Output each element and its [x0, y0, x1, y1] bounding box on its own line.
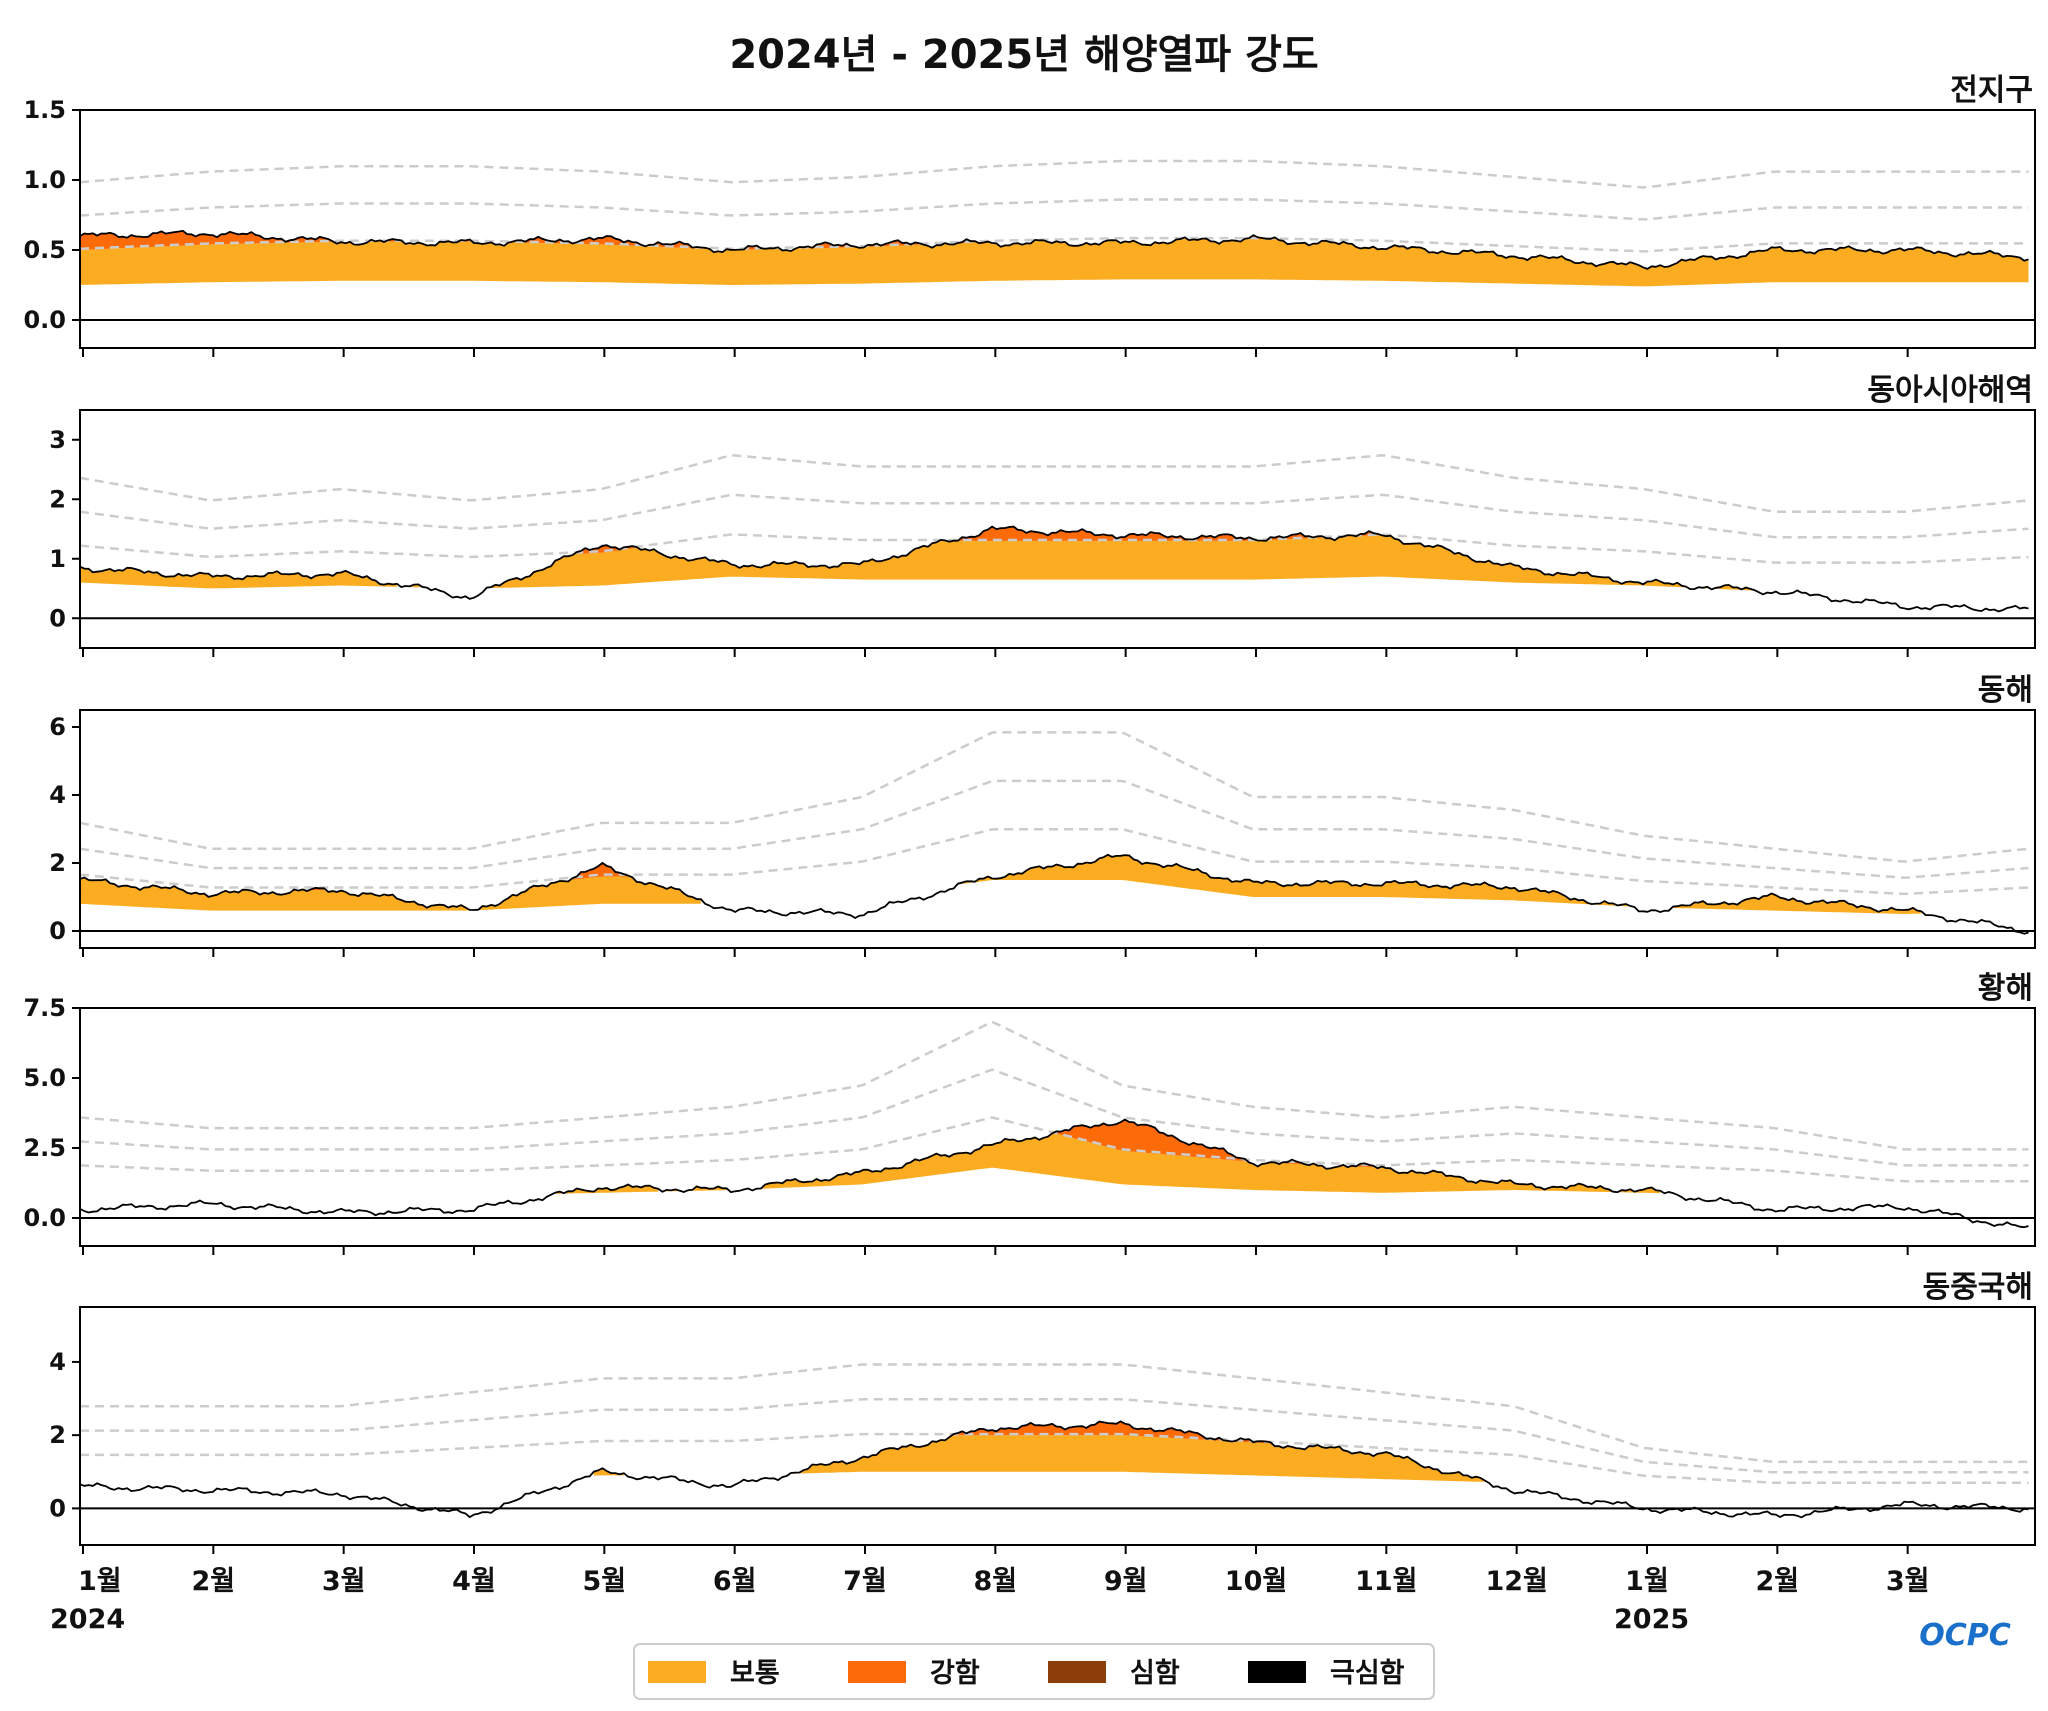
heatwave-area-강함: [1056, 1119, 1374, 1168]
panel-plot-area: [80, 1363, 2035, 1519]
panel-plot-area: [80, 454, 2035, 620]
panel-title: 동아시아해역: [1867, 373, 2033, 408]
sst-anomaly-line: [80, 1420, 2029, 1519]
year-label: 2025: [1614, 1604, 1689, 1635]
panel-1: 동아시아해역 0 1 2 3: [49, 373, 2036, 657]
x-tick-label: 7월: [843, 1566, 887, 1597]
threshold-line: [80, 1398, 2029, 1474]
y-tick-label: 0: [49, 604, 66, 632]
panel-title: 동중국해: [1923, 1270, 2033, 1305]
y-tick-label: 2: [49, 849, 66, 877]
x-tick-label: 11월: [1355, 1566, 1417, 1597]
y-tick-label: 7.5: [23, 994, 66, 1022]
y-tick-label: 1: [49, 545, 66, 573]
y-tick-label: 0: [49, 1494, 66, 1522]
y-tick-label: 2.5: [23, 1134, 66, 1162]
legend-label: 심함: [1130, 1658, 1180, 1689]
panels: 전지구 0.0 0.5 1.0 1.5 동아시아해역 0 1 2 3 동해 0 2 4 6 황해 0.0 2.5 5…: [23, 73, 2036, 1554]
heatwave-area-보통: [80, 238, 2029, 287]
panel-frame: [79, 709, 2036, 949]
ocpc-logo: OCPC: [1919, 1618, 2011, 1653]
y-tick-label: 5.0: [23, 1064, 66, 1092]
panel-frame: [79, 109, 2036, 349]
y-tick-label: 4: [49, 1348, 66, 1376]
y-tick-label: 0.0: [23, 1204, 66, 1232]
y-tick-label: 3: [49, 426, 66, 454]
y-tick-label: 4: [49, 781, 66, 809]
sst-anomaly-line: [80, 853, 2029, 935]
panel-title: 황해: [1978, 971, 2033, 1006]
legend-swatch: [648, 1661, 706, 1683]
threshold-line: [80, 828, 2029, 896]
panel-title: 동해: [1978, 673, 2033, 708]
sst-anomaly-line: [80, 1118, 2029, 1229]
y-tick-label: 1.5: [23, 96, 66, 124]
legend-label: 강함: [930, 1658, 980, 1689]
panel-plot-area: [80, 159, 2035, 321]
x-tick-label: 1월: [78, 1566, 122, 1597]
x-tick-label: 1월: [1625, 1566, 1669, 1597]
y-tick-label: 2: [49, 1421, 66, 1449]
sst-anomaly-line: [80, 229, 2029, 270]
panel-0: 전지구 0.0 0.5 1.0 1.5: [23, 73, 2036, 357]
heatwave-area-보통: [593, 1435, 1485, 1482]
panel-frame: [79, 1306, 2036, 1546]
threshold-line: [80, 1432, 2029, 1485]
legend-swatch: [1248, 1661, 1306, 1683]
threshold-line: [80, 198, 2029, 221]
y-tick-label: 0.0: [23, 306, 66, 334]
panel-frame: [79, 1007, 2036, 1247]
threshold-line: [80, 731, 2029, 863]
x-axis: 1월 2월 3월 4월 5월 6월 7월 8월 9월 10월 11월 12월 1월 2월 3월 2024 202…: [50, 1566, 1929, 1635]
threshold-line: [80, 159, 2029, 189]
y-tick-label: 0: [49, 917, 66, 945]
y-tick-label: 0.5: [23, 236, 66, 264]
y-tick-label: 1.0: [23, 166, 66, 194]
legend-label: 보통: [730, 1658, 780, 1689]
threshold-line: [80, 454, 2029, 513]
chart-title: 2024년 - 2025년 해양열파 강도: [729, 32, 1318, 78]
panel-frame: [79, 409, 2036, 649]
x-tick-label: 12월: [1485, 1566, 1547, 1597]
threshold-line: [80, 236, 2029, 253]
x-tick-label: 5월: [583, 1566, 627, 1597]
x-tick-label: 3월: [322, 1566, 366, 1597]
panel-2: 동해 0 2 4 6: [49, 673, 2036, 957]
panel-4: 동중국해 0 2 4: [49, 1270, 2036, 1554]
threshold-line: [80, 493, 2029, 539]
legend-box: [633, 1643, 1435, 1700]
x-tick-label: 4월: [452, 1566, 496, 1597]
x-tick-label: 8월: [974, 1566, 1018, 1597]
x-tick-label: 3월: [1886, 1566, 1930, 1597]
panel-3: 황해 0.0 2.5 5.0 7.5: [23, 971, 2036, 1255]
x-tick-label: 9월: [1104, 1566, 1148, 1597]
y-tick-label: 6: [49, 713, 66, 741]
legend-label: 극심함: [1330, 1658, 1405, 1689]
threshold-line: [80, 1363, 2029, 1464]
threshold-line: [80, 1020, 2029, 1151]
heatwave-area-강함: [576, 526, 1378, 554]
heatwave-area-보통: [555, 1133, 1673, 1194]
panel-plot-area: [80, 731, 2035, 935]
x-tick-label: 10월: [1225, 1566, 1287, 1597]
y-tick-label: 2: [49, 485, 66, 513]
sst-anomaly-line: [80, 525, 2029, 613]
legend: 보통 강함 심함 극심함: [633, 1643, 1435, 1700]
panel-plot-area: [80, 1020, 2035, 1229]
panel-title: 전지구: [1950, 73, 2033, 108]
legend-swatch: [1048, 1661, 1106, 1683]
x-tick-label: 6월: [713, 1566, 757, 1597]
heatwave-area-보통: [80, 854, 1922, 914]
x-tick-label: 2월: [1756, 1566, 1800, 1597]
year-label: 2024: [50, 1604, 125, 1635]
heatwave-area-보통: [80, 535, 1755, 591]
x-tick-label: 2월: [192, 1566, 236, 1597]
threshold-line: [80, 533, 2029, 564]
legend-swatch: [848, 1661, 906, 1683]
